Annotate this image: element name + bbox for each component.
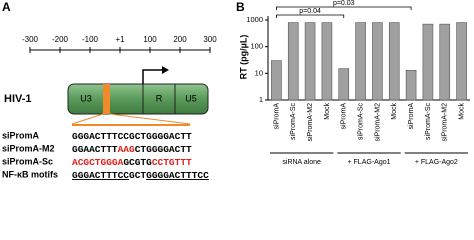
y-axis-label: RT (pg/µL) xyxy=(238,35,248,80)
x-tick-label: siPromA xyxy=(273,103,280,130)
bar xyxy=(456,22,467,101)
annotation: p=0.03 xyxy=(333,0,355,7)
panel-letter: B xyxy=(236,0,245,14)
x-tick-label: siPromA-Sc xyxy=(290,103,297,140)
sequence: GGAACTTTAAGCTGGGGACTT xyxy=(72,144,192,155)
group-label: + FLAG-Ago1 xyxy=(348,159,391,166)
x-tick-label: siPromA xyxy=(341,103,348,130)
x-tick-label: Mock xyxy=(391,103,398,120)
bar xyxy=(405,69,417,101)
sequence-name: siPromA xyxy=(2,130,40,140)
sequence: ACGCTGGGAGCGTGCCTGTTT xyxy=(72,157,192,168)
sequence-name: siPromA-M2 xyxy=(2,143,55,153)
y-tick-label: 100 xyxy=(250,42,263,51)
bar xyxy=(304,22,316,101)
target-site xyxy=(103,84,110,114)
tss-arrow xyxy=(142,69,162,84)
significance-bracket xyxy=(276,6,412,10)
significance-bracket xyxy=(276,14,345,18)
bar xyxy=(355,22,366,101)
scale-label: -300 xyxy=(22,35,39,44)
zoom-lines xyxy=(71,113,191,125)
scale-label: 300 xyxy=(203,35,217,44)
x-tick-label: siPromA-Sc xyxy=(357,103,364,140)
y-tick-label: 1000 xyxy=(246,15,263,24)
x-tick-label: siPromA xyxy=(408,103,415,130)
bar xyxy=(287,22,299,101)
region-label: U3 xyxy=(80,93,92,103)
sequence-name: NF-κB motifs xyxy=(2,169,58,179)
bar xyxy=(422,23,434,101)
annotation: p=0.04 xyxy=(299,8,321,15)
sequence-segment: GGAACTTT xyxy=(72,144,118,155)
x-tick-label: Mock xyxy=(324,103,331,120)
sequence-segment: GCGTG xyxy=(123,157,152,168)
sequence-segment: GGGACTTTCCGCTGGGGACTT xyxy=(72,131,192,142)
sequence-name: siPromA-Sc xyxy=(2,156,53,166)
x-tick-label: siPromA-M2 xyxy=(442,103,449,142)
x-tick-label: siPromA-Sc xyxy=(425,103,432,140)
scale-label: 100 xyxy=(143,35,157,44)
sequence-segment: GGGACTTTCC xyxy=(72,170,129,180)
bar xyxy=(271,60,282,101)
virus-label: HIV-1 xyxy=(4,93,32,105)
sequence-segment: GGGGACTTTCC xyxy=(146,170,209,180)
scale-label: 200 xyxy=(173,35,187,44)
bar xyxy=(321,22,333,101)
sequence: GGGACTTTCCGCTGGGGACTT xyxy=(72,131,192,142)
region-label: U5 xyxy=(185,93,197,103)
sequence-segment: AAG xyxy=(118,144,135,155)
x-tick-label: Mock xyxy=(458,103,465,120)
sequence: GGGACTTTCCGCTGGGGACTTTCC xyxy=(72,170,209,180)
page: A HIV-1 B RT (pg/µL) -300 -200 -100 +1 100 20… xyxy=(2,0,470,181)
sequence-segment: GCT xyxy=(129,170,146,180)
x-tick-label: siPromA-M2 xyxy=(374,103,381,142)
scale-label: -100 xyxy=(82,35,99,44)
region-label: R xyxy=(156,93,163,103)
x-tick-label: siPromA-M2 xyxy=(307,103,314,142)
scale-label: +1 xyxy=(115,35,125,44)
scale-label: -200 xyxy=(52,35,69,44)
group-label: + FLAG-Ago2 xyxy=(415,159,458,166)
bar xyxy=(388,22,400,101)
sequence-segment: CCTGTTT xyxy=(152,157,192,168)
bar xyxy=(439,23,451,101)
sequence-segment: CTGGGGACTT xyxy=(135,144,192,155)
bar xyxy=(372,22,383,101)
panel-letter: A xyxy=(2,0,11,14)
figure: A HIV-1 B RT (pg/µL) -300 -200 -100 +1 100 20… xyxy=(2,0,470,181)
sequence-segment: ACGCTGGGA xyxy=(72,157,124,168)
bar xyxy=(338,68,350,101)
y-tick-label: 1 xyxy=(259,95,263,104)
y-tick-label: 10 xyxy=(255,68,263,77)
arrow-head xyxy=(162,66,169,74)
group-label: siRNA alone xyxy=(282,159,321,166)
